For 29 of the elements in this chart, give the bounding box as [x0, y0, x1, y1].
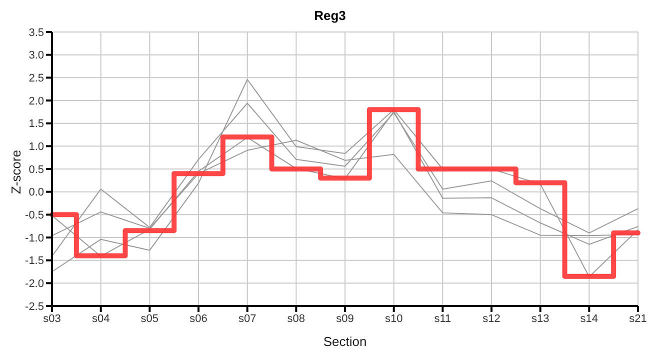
x-tick-label: s12 [482, 312, 500, 325]
y-tick-label: -1.5 [25, 255, 44, 268]
y-tick-label: 0.0 [28, 186, 44, 199]
x-axis-title: Section [323, 334, 367, 349]
x-tick-label: s08 [287, 312, 306, 325]
y-tick-label: 2.0 [28, 95, 44, 108]
x-tick-label: s14 [580, 312, 598, 325]
x-tick-label: s11 [434, 312, 452, 325]
x-tick-label: s09 [336, 312, 354, 325]
x-tick-label: s21 [629, 312, 647, 325]
y-tick-label: 3.0 [28, 50, 44, 62]
x-tick-label: s04 [92, 312, 110, 325]
x-tick-label: s07 [238, 312, 256, 325]
x-tick-label: s05 [140, 312, 159, 325]
y-tick-label: -2.0 [25, 278, 44, 290]
x-tick-label: s10 [384, 312, 403, 325]
y-tick-label: 0.5 [28, 164, 44, 176]
x-tick-label: s03 [43, 312, 61, 325]
y-tick-label: -2.5 [25, 300, 44, 313]
x-tick-label: s13 [531, 312, 550, 325]
chart-title: Reg3 [313, 8, 347, 25]
y-tick-label: 2.5 [28, 72, 44, 85]
y-tick-label: -0.5 [25, 210, 44, 222]
y-tick-label: 1.5 [28, 118, 44, 130]
y-tick-label: -1.0 [25, 232, 44, 244]
y-tick-label: 3.5 [28, 26, 44, 39]
y-tick-label: 1.0 [28, 141, 44, 154]
y-axis-title: Z-score [8, 150, 24, 194]
x-tick-label: s06 [190, 312, 208, 325]
